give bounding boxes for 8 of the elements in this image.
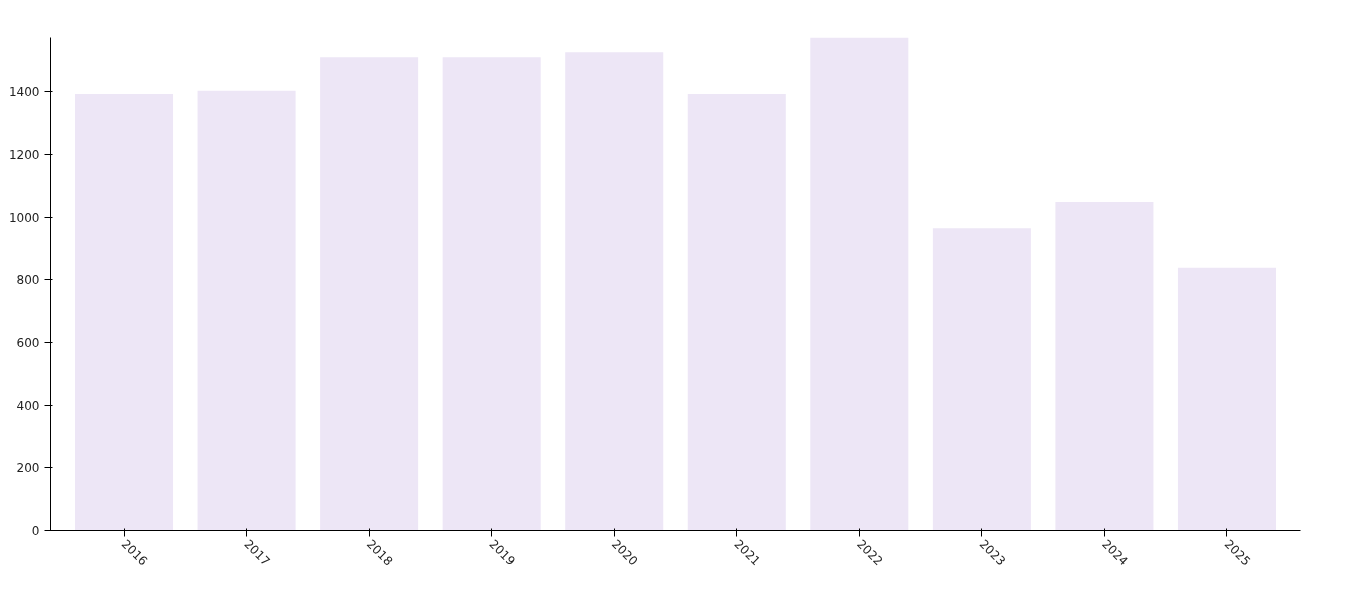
y-tick-label: 1000: [8, 210, 40, 225]
y-tick-label: 600: [16, 335, 40, 350]
y-tick-label: 800: [16, 273, 40, 288]
y-tick-label: 1200: [8, 147, 40, 162]
y-tick-label: 400: [16, 398, 40, 413]
y-tick-label: 0: [31, 524, 40, 538]
y-tick-label: 200: [16, 461, 40, 476]
y-tick-label: 1400: [8, 85, 40, 100]
